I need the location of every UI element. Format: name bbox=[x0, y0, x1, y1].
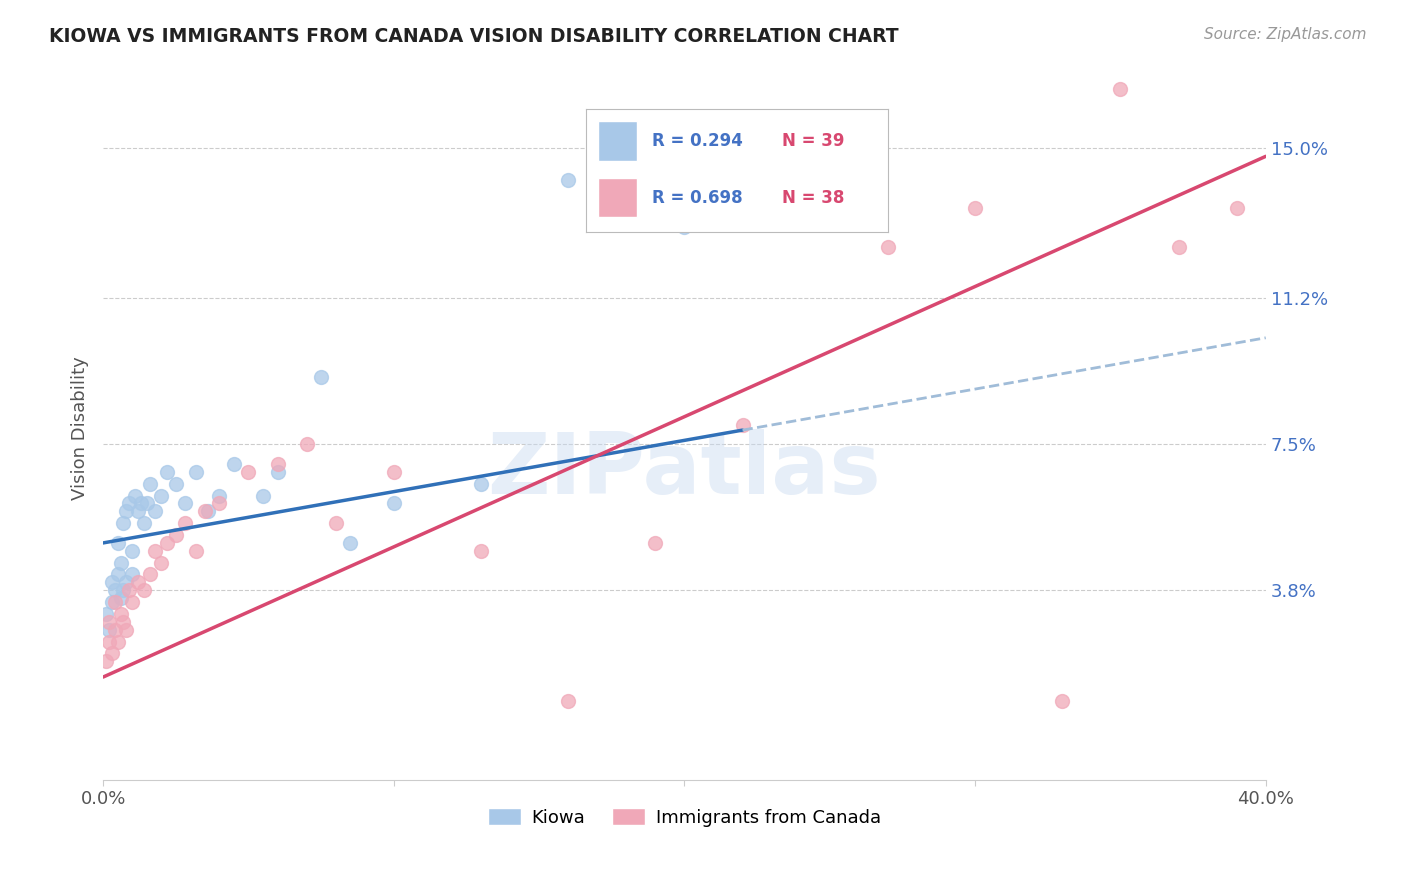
Point bbox=[97, 623, 120, 637]
Point bbox=[325, 516, 347, 531]
Point bbox=[1109, 82, 1132, 96]
Point bbox=[173, 496, 195, 510]
Point bbox=[470, 544, 492, 558]
Point bbox=[156, 465, 179, 479]
Point bbox=[104, 623, 127, 637]
Point bbox=[208, 496, 231, 510]
Point bbox=[877, 240, 900, 254]
Point bbox=[295, 437, 318, 451]
Point bbox=[557, 694, 579, 708]
Point bbox=[110, 556, 132, 570]
Point bbox=[266, 465, 288, 479]
Point bbox=[129, 496, 152, 510]
Point bbox=[156, 536, 179, 550]
Point bbox=[107, 536, 129, 550]
Point bbox=[112, 615, 135, 629]
Point bbox=[121, 567, 143, 582]
Point bbox=[197, 504, 219, 518]
Point bbox=[145, 544, 167, 558]
Point bbox=[127, 575, 149, 590]
Point bbox=[132, 583, 155, 598]
Point bbox=[208, 489, 231, 503]
Text: KIOWA VS IMMIGRANTS FROM CANADA VISION DISABILITY CORRELATION CHART: KIOWA VS IMMIGRANTS FROM CANADA VISION D… bbox=[49, 27, 898, 45]
Point bbox=[186, 544, 208, 558]
Text: Source: ZipAtlas.com: Source: ZipAtlas.com bbox=[1204, 27, 1367, 42]
Point bbox=[173, 516, 195, 531]
Point bbox=[104, 595, 127, 609]
Point bbox=[118, 583, 141, 598]
Point bbox=[150, 489, 173, 503]
Text: ZIPatlas: ZIPatlas bbox=[488, 429, 882, 512]
Point bbox=[470, 476, 492, 491]
Point bbox=[112, 516, 135, 531]
Point bbox=[115, 504, 138, 518]
Point bbox=[222, 457, 245, 471]
Point bbox=[118, 496, 141, 510]
Point bbox=[121, 595, 143, 609]
Point bbox=[557, 173, 579, 187]
Point bbox=[132, 516, 155, 531]
Point bbox=[127, 504, 149, 518]
Point bbox=[731, 417, 754, 432]
Point bbox=[124, 489, 146, 503]
Point bbox=[107, 634, 129, 648]
Y-axis label: Vision Disability: Vision Disability bbox=[72, 357, 89, 500]
Point bbox=[252, 489, 274, 503]
Point bbox=[107, 567, 129, 582]
Point bbox=[186, 465, 208, 479]
Point bbox=[101, 575, 124, 590]
Point bbox=[382, 465, 405, 479]
Point bbox=[644, 536, 666, 550]
Point bbox=[110, 607, 132, 621]
Point bbox=[101, 646, 124, 660]
Point bbox=[339, 536, 361, 550]
Point bbox=[165, 476, 187, 491]
Point bbox=[382, 496, 405, 510]
Point bbox=[309, 370, 332, 384]
Point bbox=[115, 575, 138, 590]
Legend: Kiowa, Immigrants from Canada: Kiowa, Immigrants from Canada bbox=[481, 800, 889, 834]
Point bbox=[115, 623, 138, 637]
Point bbox=[121, 544, 143, 558]
Point bbox=[138, 476, 160, 491]
Point bbox=[238, 465, 260, 479]
Point bbox=[97, 615, 120, 629]
Point bbox=[135, 496, 157, 510]
Point bbox=[150, 556, 173, 570]
Point bbox=[104, 583, 127, 598]
Point bbox=[94, 607, 117, 621]
Point bbox=[1052, 694, 1074, 708]
Point bbox=[138, 567, 160, 582]
Point bbox=[266, 457, 288, 471]
Point bbox=[101, 595, 124, 609]
Point bbox=[194, 504, 217, 518]
Point bbox=[673, 220, 696, 235]
Point bbox=[965, 201, 987, 215]
Point bbox=[112, 583, 135, 598]
Point bbox=[97, 634, 120, 648]
Point bbox=[1226, 201, 1249, 215]
Point bbox=[110, 591, 132, 606]
Point bbox=[145, 504, 167, 518]
Point bbox=[94, 654, 117, 668]
Point bbox=[1167, 240, 1189, 254]
Point bbox=[165, 528, 187, 542]
